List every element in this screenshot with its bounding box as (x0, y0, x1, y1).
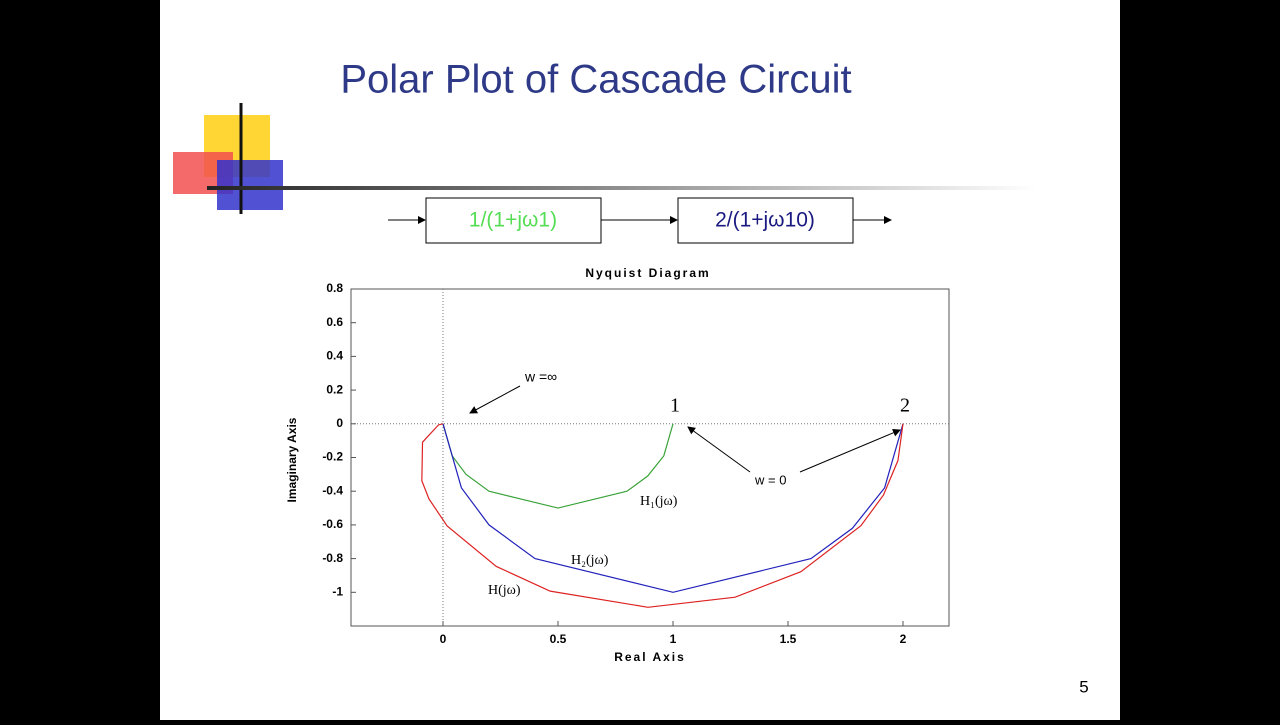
x-tick-label: 0.5 (550, 632, 567, 646)
y-tick-label: -1 (332, 584, 343, 598)
x-tick-label: 0 (440, 632, 447, 646)
annotation: 1 (670, 395, 680, 417)
block-label: 1/(1+jω1) (469, 209, 557, 232)
y-tick-label: -0.4 (322, 483, 343, 497)
block-label: 2/(1+jω10) (715, 209, 815, 232)
series-line (442, 423, 674, 509)
annotation-arrow (469, 385, 521, 414)
series-line (421, 423, 904, 608)
series-label: H(jω) (488, 583, 521, 598)
y-axis-label: Imaginary Axis (285, 417, 299, 502)
y-tick-label: 0.8 (326, 281, 343, 295)
page-number: 5 (1079, 677, 1088, 696)
series-label: H₂(jω) (571, 553, 609, 568)
chart-title: Nyquist Diagram (585, 266, 710, 280)
y-tick-label: 0.4 (326, 349, 343, 363)
y-tick-label: 0.6 (326, 315, 343, 329)
x-tick-label: 1.5 (780, 632, 797, 646)
x-tick-label: 1 (670, 632, 677, 646)
block (677, 197, 854, 244)
x-tick-label: 2 (900, 632, 907, 646)
slide-background (160, 0, 1120, 720)
block (425, 197, 602, 244)
y-tick-label: -0.2 (322, 450, 343, 464)
y-tick-label: -0.8 (322, 551, 343, 565)
y-tick-label: 0 (336, 416, 343, 430)
slide-title: Polar Plot of Cascade Circuit (340, 58, 851, 102)
series-line (442, 423, 904, 593)
deco-hline (207, 186, 1037, 190)
annotation-arrow (799, 429, 901, 473)
annotation: 2 (900, 395, 910, 417)
series-label: H₁(jω) (640, 494, 678, 509)
deco-blue (217, 160, 283, 210)
x-axis-label: Real Axis (614, 650, 686, 664)
annotation: w =∞ (524, 369, 557, 385)
y-tick-label: -0.6 (322, 517, 343, 531)
annotation-arrow (687, 426, 751, 473)
annotation: w = 0 (754, 472, 786, 487)
y-tick-label: 0.2 (326, 382, 343, 396)
